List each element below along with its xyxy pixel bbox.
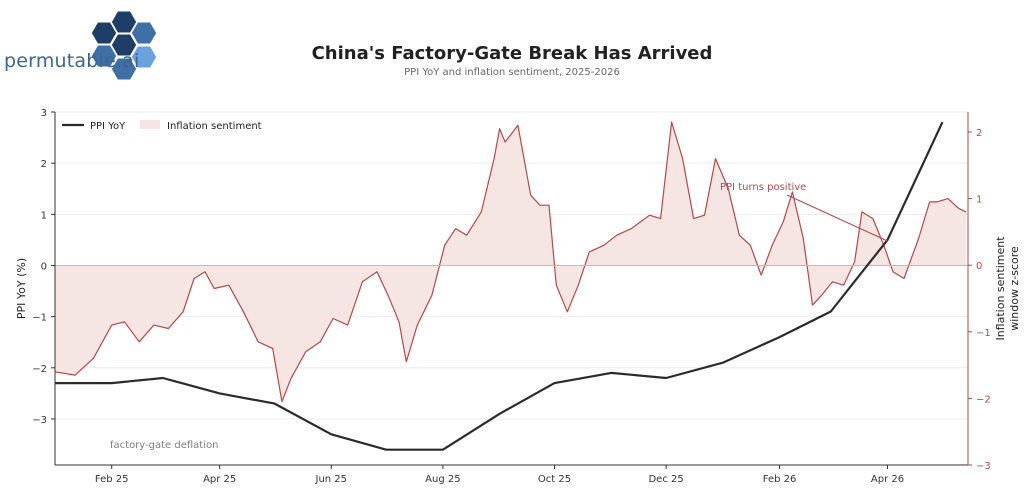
x-tick-label: Oct 25 xyxy=(538,474,571,485)
right-tick-label: 1 xyxy=(976,195,982,206)
left-axis-title: PPI YoY (%) xyxy=(15,258,28,319)
left-tick-label: −2 xyxy=(32,364,47,375)
right-tick-label: 2 xyxy=(976,128,982,139)
legend-swatch-sentiment xyxy=(140,120,160,129)
x-tick-label: Apr 26 xyxy=(871,474,904,485)
legend-label-sentiment: Inflation sentiment xyxy=(167,121,262,132)
x-tick-label: Feb 25 xyxy=(95,474,129,485)
ppi-line xyxy=(55,121,944,451)
permutable-logo xyxy=(90,9,158,82)
right-tick-label: 0 xyxy=(976,261,982,272)
right-axis-title-line1: Inflation sentiment xyxy=(994,236,1007,341)
sentiment-area xyxy=(55,122,967,402)
logo-text: permutable.ai xyxy=(4,50,140,72)
left-tick-label: 1 xyxy=(41,210,47,221)
x-tick-label: Apr 25 xyxy=(203,474,236,485)
right-tick-label: −2 xyxy=(976,394,991,405)
right-axis-title-line2: window z-score xyxy=(1008,246,1021,331)
axes xyxy=(54,112,969,466)
left-tick-label: 2 xyxy=(41,159,47,170)
legend-label-ppi: PPI YoY xyxy=(90,121,126,132)
right-tick-label: −3 xyxy=(976,461,991,472)
chart-title: China's Factory-Gate Break Has Arrived xyxy=(311,43,713,64)
logo-hexagon xyxy=(110,56,138,82)
sentiment-series xyxy=(54,121,967,403)
legend: PPI YoY Inflation sentiment xyxy=(62,120,262,132)
annotation-factory-gate-deflation: factory-gate deflation xyxy=(110,440,218,451)
chart-subtitle: PPI YoY and inflation sentiment, 2025-20… xyxy=(404,67,620,78)
logo-hexagon xyxy=(90,43,118,69)
annotations: PPI turns positive factory-gate deflation xyxy=(110,182,888,451)
logo-hexagon xyxy=(130,20,158,46)
logo-hexagon xyxy=(130,44,158,70)
left-tick-label: 3 xyxy=(41,108,47,119)
left-tick-label: −1 xyxy=(32,313,47,324)
x-tick-label: Feb 26 xyxy=(763,474,797,485)
annotation-ppi-turns-positive: PPI turns positive xyxy=(720,182,806,193)
annotation-arrow xyxy=(786,194,888,242)
x-tick-label: Dec 25 xyxy=(648,474,683,485)
right-tick-label: −1 xyxy=(976,328,991,339)
sentiment-line xyxy=(54,121,967,403)
left-tick-label: 0 xyxy=(41,261,47,272)
left-tick-label: −3 xyxy=(32,415,47,426)
ppi-series xyxy=(55,121,944,451)
x-tick-label: Jun 25 xyxy=(315,474,348,485)
x-tick-label: Aug 25 xyxy=(425,474,460,485)
axis-labels: 3 2 1 0 −1 −2 −3 2 1 0 −1 −2 −3 Feb 25 Apr 25 Jun 25 Aug… xyxy=(15,108,1021,485)
